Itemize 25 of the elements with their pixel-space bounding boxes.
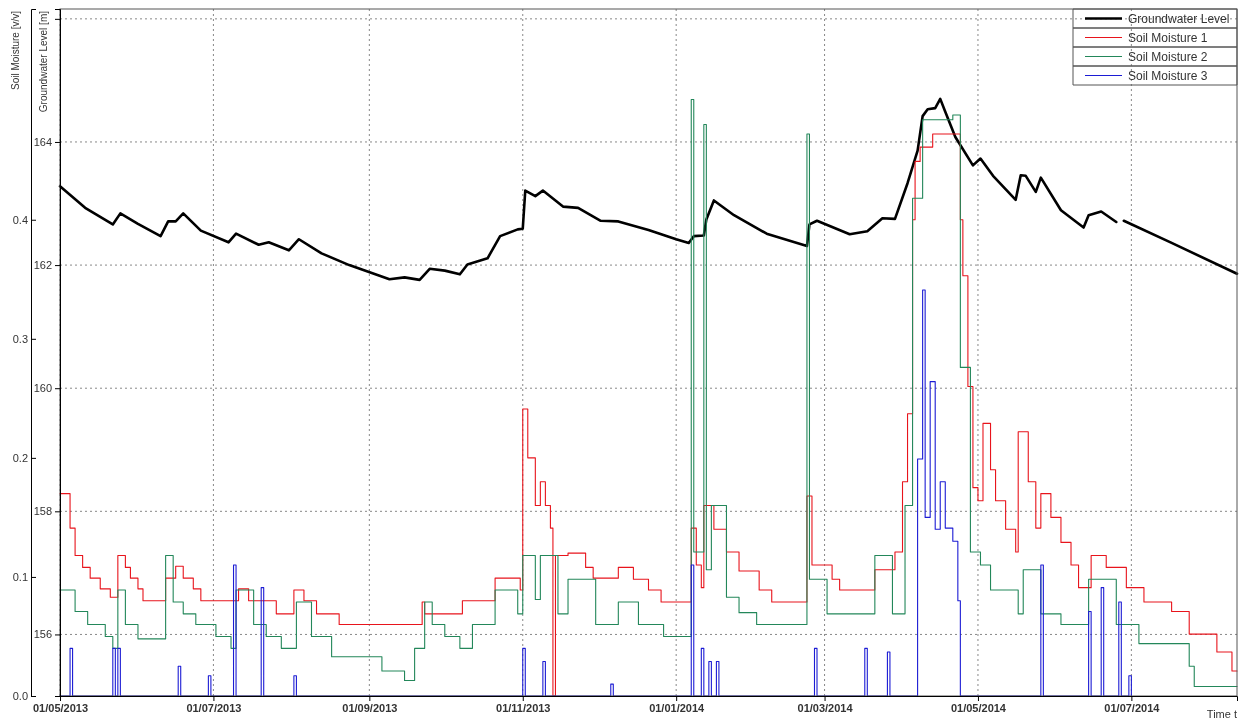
y2-tick-label: 0.2 <box>12 451 28 464</box>
y2-axis-title: Soil Moisture [v/v] <box>10 10 21 90</box>
x-tick-label: 01/05/2014 <box>950 701 1007 714</box>
x-tick-label: 01/11/2013 <box>496 701 551 714</box>
y2-tick-label: 0.1 <box>12 570 28 583</box>
y2-tick-label: 0.0 <box>12 690 28 703</box>
legend-label: Soil Moisture 2 <box>1128 50 1208 64</box>
y-tick-label: 158 <box>33 505 52 518</box>
x-tick-label: 01/05/2013 <box>32 701 89 714</box>
legend-label: Groundwater Level <box>1128 12 1230 26</box>
y-tick-label: 162 <box>33 259 52 272</box>
x-tick-label: 01/03/2014 <box>797 701 854 714</box>
x-axis-title: Time t <box>1206 708 1237 720</box>
y-tick-label: 160 <box>33 382 52 395</box>
x-tick-label: 01/07/2013 <box>186 701 242 714</box>
legend-label: Soil Moisture 3 <box>1128 69 1208 83</box>
legend-label: Soil Moisture 1 <box>1128 31 1208 45</box>
y2-tick-label: 0.3 <box>12 332 28 345</box>
x-tick-label: 01/01/2014 <box>649 701 706 714</box>
x-tick-label: 01/09/2013 <box>342 701 398 714</box>
x-tick-label: 01/07/2014 <box>1104 701 1161 714</box>
y-tick-label: 156 <box>33 628 52 641</box>
y-tick-label: 164 <box>33 135 52 148</box>
y-axis-title: Groundwater Level [m] <box>38 10 49 113</box>
y2-tick-label: 0.4 <box>12 213 28 226</box>
